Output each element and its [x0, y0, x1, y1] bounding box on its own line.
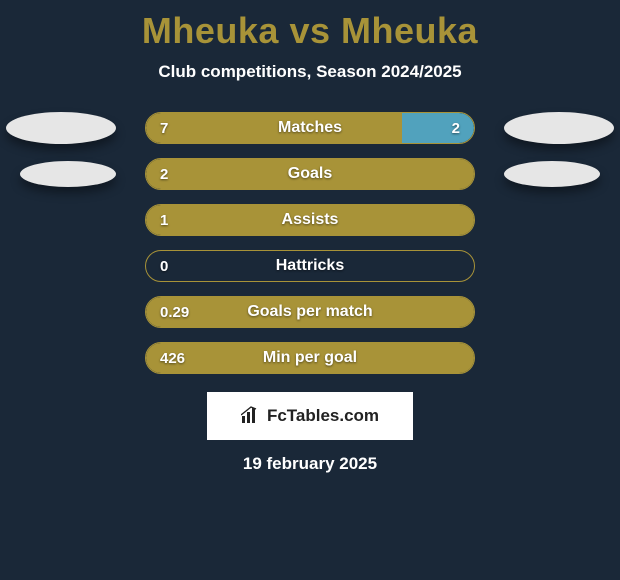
stat-row: 0Hattricks: [0, 250, 620, 282]
bar-chart-icon: [241, 406, 259, 427]
source-badge-text: FcTables.com: [267, 406, 379, 426]
stat-left-value: 2: [160, 166, 168, 183]
date-text: 19 february 2025: [0, 454, 620, 474]
team-left-logo-placeholder: [20, 161, 116, 187]
stat-bar: 426Min per goal: [145, 342, 475, 374]
stat-left-value: 0: [160, 258, 168, 275]
team-left-logo-placeholder: [6, 112, 116, 144]
title-player2: Mheuka: [341, 10, 478, 51]
stat-row: 1Assists: [0, 204, 620, 236]
comparison-rows: 72Matches2Goals1Assists0Hattricks0.29Goa…: [0, 112, 620, 374]
stat-label: Hattricks: [146, 257, 474, 275]
stat-row: 426Min per goal: [0, 342, 620, 374]
stat-bar: 0.29Goals per match: [145, 296, 475, 328]
stat-row: 0.29Goals per match: [0, 296, 620, 328]
stat-bar-left-fill: [146, 343, 474, 373]
team-right-logo-placeholder: [504, 112, 614, 144]
stat-bar-left-fill: [146, 205, 474, 235]
stat-left-value: 1: [160, 212, 168, 229]
stat-bar: 0Hattricks: [145, 250, 475, 282]
stat-bar: 1Assists: [145, 204, 475, 236]
stat-bar-left-fill: [146, 159, 474, 189]
page-title: Mheuka vs Mheuka: [0, 0, 620, 52]
team-right-logo-placeholder: [504, 161, 600, 187]
subtitle: Club competitions, Season 2024/2025: [0, 62, 620, 82]
stat-bar: 72Matches: [145, 112, 475, 144]
stat-row: 2Goals: [0, 158, 620, 190]
title-player1: Mheuka: [142, 10, 279, 51]
stat-bar-left-fill: [146, 297, 474, 327]
source-badge: FcTables.com: [207, 392, 413, 440]
stat-right-value: 2: [452, 120, 460, 137]
stat-left-value: 0.29: [160, 304, 189, 321]
stat-bar: 2Goals: [145, 158, 475, 190]
stat-left-value: 7: [160, 120, 168, 137]
title-vs: vs: [289, 10, 330, 51]
stat-row: 72Matches: [0, 112, 620, 144]
stat-left-value: 426: [160, 350, 185, 367]
stat-bar-right-fill: [402, 113, 474, 143]
stat-bar-left-fill: [146, 113, 402, 143]
